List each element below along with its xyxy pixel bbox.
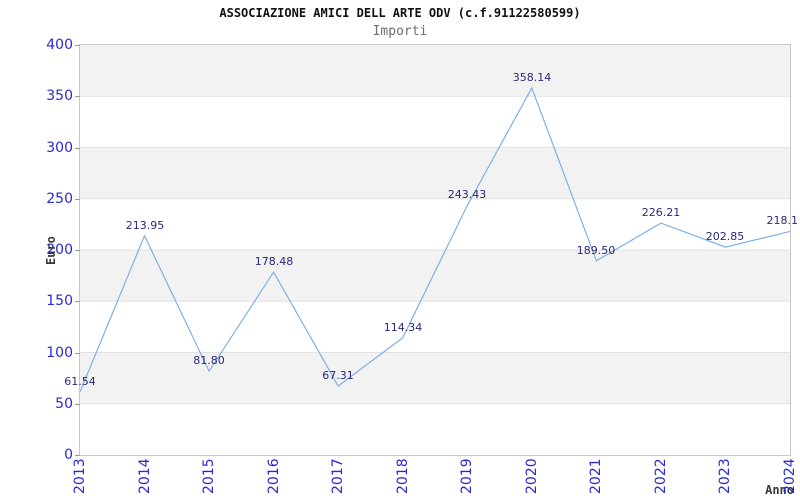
- point-label: 202.85: [705, 230, 745, 243]
- x-tick-label: 2018: [395, 458, 411, 494]
- grid-band: [80, 250, 790, 302]
- y-tick-mark: [75, 404, 80, 405]
- x-tick-label: 2023: [717, 458, 733, 494]
- point-label: 226.21: [641, 206, 681, 219]
- point-label: 218.1: [766, 214, 799, 227]
- y-tick-label: 200: [46, 242, 73, 258]
- grid-band: [80, 147, 790, 199]
- x-tick-label: 2024: [782, 458, 798, 494]
- point-label: 114.34: [383, 321, 423, 334]
- point-label: 213.95: [125, 219, 165, 232]
- y-tick-label: 400: [46, 37, 73, 53]
- y-tick-mark: [75, 96, 80, 97]
- y-tick-label: 100: [46, 345, 73, 361]
- x-tick-label: 2013: [72, 458, 88, 494]
- y-tick-mark: [75, 199, 80, 200]
- point-label: 243.43: [447, 188, 487, 201]
- y-tick-mark: [75, 250, 80, 251]
- chart-subtitle: Importi: [372, 24, 428, 39]
- x-tick-label: 2022: [653, 458, 669, 494]
- y-tick-mark: [75, 45, 80, 46]
- plot-canvas: [80, 45, 790, 405]
- grid-band: [80, 45, 790, 97]
- y-tick-mark: [75, 148, 80, 149]
- x-tick-label: 2020: [524, 458, 540, 494]
- y-tick-mark: [75, 353, 80, 354]
- x-tick-label: 2016: [266, 458, 282, 494]
- y-tick-mark: [75, 455, 80, 456]
- x-tick-label: 2019: [459, 458, 475, 494]
- y-tick-label: 300: [46, 140, 73, 156]
- grid-band: [80, 352, 790, 404]
- point-label: 358.14: [512, 71, 552, 84]
- plot-area: [79, 44, 791, 456]
- y-tick-label: 250: [46, 191, 73, 207]
- point-label: 67.31: [322, 369, 354, 382]
- x-tick-label: 2017: [330, 458, 346, 494]
- point-label: 178.48: [254, 255, 294, 268]
- y-tick-label: 150: [46, 293, 73, 309]
- y-tick-label: 50: [55, 396, 73, 412]
- point-label: 189.50: [576, 244, 616, 257]
- x-tick-label: 2014: [137, 458, 153, 494]
- point-label: 61.54: [64, 375, 96, 388]
- y-tick-label: 350: [46, 88, 73, 104]
- y-tick-mark: [75, 301, 80, 302]
- chart-title: ASSOCIAZIONE AMICI DELL ARTE ODV (c.f.91…: [219, 6, 581, 20]
- x-axis-title: Anno: [765, 483, 794, 497]
- y-tick-label: 0: [64, 447, 73, 463]
- x-tick-label: 2015: [201, 458, 217, 494]
- data-line-importi: [80, 86, 790, 393]
- x-tick-label: 2021: [588, 458, 604, 494]
- point-label: 81.80: [193, 354, 225, 367]
